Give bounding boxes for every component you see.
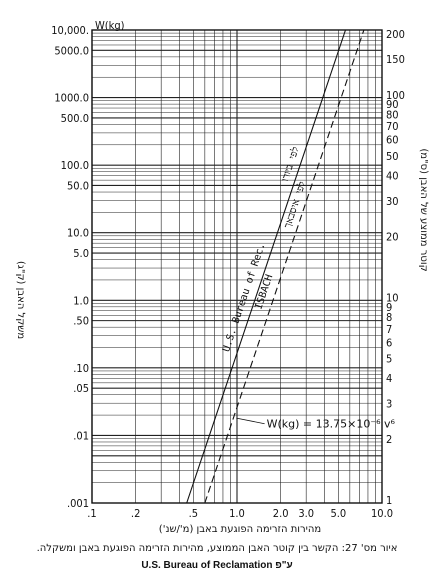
y-right-tick-label: 90 <box>386 98 399 111</box>
y-left-tick-label: .01 <box>73 429 89 442</box>
x-tick-label: .2 <box>131 507 140 520</box>
figure-caption: איור מס' 27: הקשר בין קוטר האבן הממוצע, … <box>36 543 398 554</box>
y-right-tick-label: 5 <box>386 353 392 366</box>
grid <box>91 30 382 504</box>
y-left-tick-label: 10,000. <box>51 24 89 37</box>
formula-label: W(kg) = 13.75×10⁻⁶ v⁶ <box>267 418 396 431</box>
x-tick-label: .1 <box>87 507 96 520</box>
y-right-tick-label: 50 <box>386 150 399 163</box>
isbach-line <box>204 29 365 504</box>
x-tick-label: 10.0 <box>371 507 393 520</box>
y-left-tick-label: .001 <box>67 497 89 510</box>
tick-labels: .1 .2 .5 1.0 2.0 3.0 5.0 10.0 10,000. 5000.0 1000.… <box>51 19 405 520</box>
x-tick-label: 5.0 <box>330 507 346 520</box>
y-left-tick-label: .10 <box>73 362 89 375</box>
series-layer <box>186 29 365 504</box>
y-right-tick-label: 30 <box>386 195 399 208</box>
isbach-label-he: לפי איסבאך <box>281 180 308 230</box>
bureau-line <box>186 29 347 504</box>
y-left-tick-label: 50.0 <box>67 179 89 192</box>
x-tick-label: .5 <box>189 507 198 520</box>
x-tick-label: 3.0 <box>298 507 314 520</box>
y-axis-left-title: משקל האבן (ק"ג) <box>15 261 26 339</box>
plot-border <box>91 29 383 504</box>
formula-leader <box>236 417 265 425</box>
y-right-tick-label: 3 <box>386 397 392 410</box>
y-axis-right-title: קוטר ממוצע של האבן (ס"מ) <box>418 148 429 271</box>
y-right-tick-label: 100 <box>386 89 405 102</box>
y-right-tick-label: 40 <box>386 169 399 182</box>
y-right-tick-label: 9 <box>386 301 392 314</box>
x-tick-label: 2.0 <box>273 507 289 520</box>
y-right-tick-label: 7 <box>386 323 392 336</box>
y-left-tick-label: 100.0 <box>61 159 89 172</box>
y-left-tick-label: 5.0 <box>73 247 89 260</box>
y-left-top-label: W(kg) <box>95 19 125 32</box>
y-right-tick-label: 200 <box>386 28 405 41</box>
y-left-tick-label: 5000.0 <box>54 44 89 57</box>
y-left-tick-label: .50 <box>73 315 89 328</box>
y-right-tick-label: 150 <box>386 53 405 66</box>
y-right-tick-label: 60 <box>386 134 399 147</box>
y-right-tick-label: 4 <box>386 372 392 385</box>
y-left-tick-label: 10.0 <box>67 227 89 240</box>
y-right-tick-label: 80 <box>386 108 399 121</box>
y-right-tick-label: 2 <box>386 433 392 446</box>
y-left-tick-label: 1000.0 <box>54 92 89 105</box>
y-right-tick-label: 8 <box>386 311 392 324</box>
plot-frame <box>91 29 383 504</box>
y-right-tick-label: 20 <box>386 230 399 243</box>
y-right-tick-label: 10 <box>386 291 399 304</box>
y-right-tick-label: 1 <box>386 494 392 507</box>
x-axis-title: מהירות הזרימה הפוגעת באבן (מ'/שנ') <box>159 524 321 535</box>
y-left-tick-label: 1.0 <box>73 294 89 307</box>
figure-source: U.S. Bureau of Reclamation ע"פ <box>141 560 293 571</box>
y-right-tick-label: 6 <box>386 336 392 349</box>
isbach-label: ISBACH <box>253 273 275 311</box>
x-tick-label: 1.0 <box>229 507 245 520</box>
y-left-tick-label: 500.0 <box>61 112 89 125</box>
y-right-tick-label: 70 <box>386 120 399 133</box>
y-left-tick-label: .05 <box>73 382 89 395</box>
bureau-label-he: לפי ביורו <box>279 145 302 183</box>
